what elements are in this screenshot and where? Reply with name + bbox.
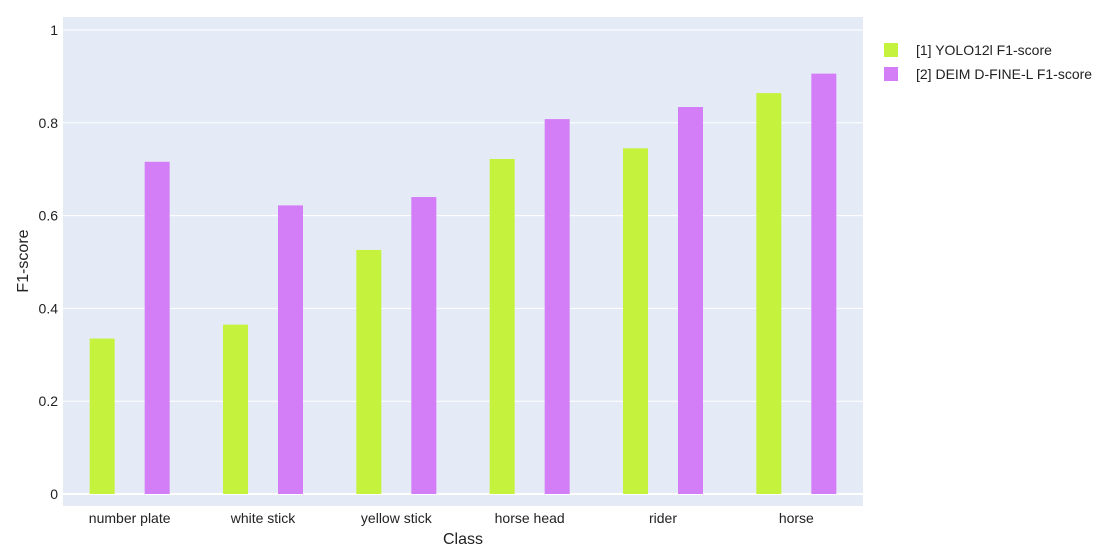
bar[interactable]: [489, 158, 515, 494]
y-tick-label: 0.8: [39, 115, 59, 131]
y-axis-label: F1-score: [15, 229, 32, 292]
bars: [89, 73, 837, 495]
x-tick-label: white stick: [230, 510, 297, 526]
gridlines: [63, 29, 863, 495]
bar[interactable]: [678, 107, 703, 495]
y-tick-label: 0: [50, 486, 58, 502]
legend-label: [1] YOLO12l F1-score: [916, 42, 1052, 58]
x-tick-label: horse head: [495, 510, 565, 526]
bar[interactable]: [544, 119, 570, 494]
legend-item[interactable]: [1] YOLO12l F1-score: [884, 38, 1092, 62]
bar[interactable]: [223, 324, 248, 494]
legend: [1] YOLO12l F1-score [2] DEIM D-FINE-L F1…: [884, 38, 1092, 86]
bar[interactable]: [756, 93, 782, 494]
y-tick-label: 0.4: [39, 300, 59, 316]
bar[interactable]: [89, 338, 115, 494]
x-axis-label: Class: [443, 531, 483, 544]
x-tick-label: horse: [779, 510, 814, 526]
y-tick-label: 0.6: [39, 208, 59, 224]
x-tick-label: number plate: [89, 510, 171, 526]
bar[interactable]: [356, 249, 382, 494]
bar[interactable]: [278, 205, 303, 494]
y-tick-label: 0.2: [39, 393, 59, 409]
x-tick-labels: number plate white stick yellow stick horse…: [89, 510, 814, 526]
y-tick-label: 1: [50, 22, 58, 38]
bar[interactable]: [623, 148, 648, 494]
y-tick-labels: 0 0.2 0.4 0.6 0.8 1: [39, 22, 59, 502]
bar[interactable]: [411, 197, 437, 495]
x-tick-label: rider: [649, 510, 677, 526]
bar[interactable]: [811, 73, 837, 494]
bar[interactable]: [144, 161, 170, 494]
x-tick-label: yellow stick: [361, 510, 433, 526]
legend-label: [2] DEIM D-FINE-L F1-score: [916, 66, 1093, 82]
legend-item[interactable]: [2] DEIM D-FINE-L F1-score: [884, 62, 1092, 86]
legend-swatch: [884, 43, 898, 57]
legend-swatch: [884, 67, 898, 81]
plot-background: [63, 17, 863, 506]
